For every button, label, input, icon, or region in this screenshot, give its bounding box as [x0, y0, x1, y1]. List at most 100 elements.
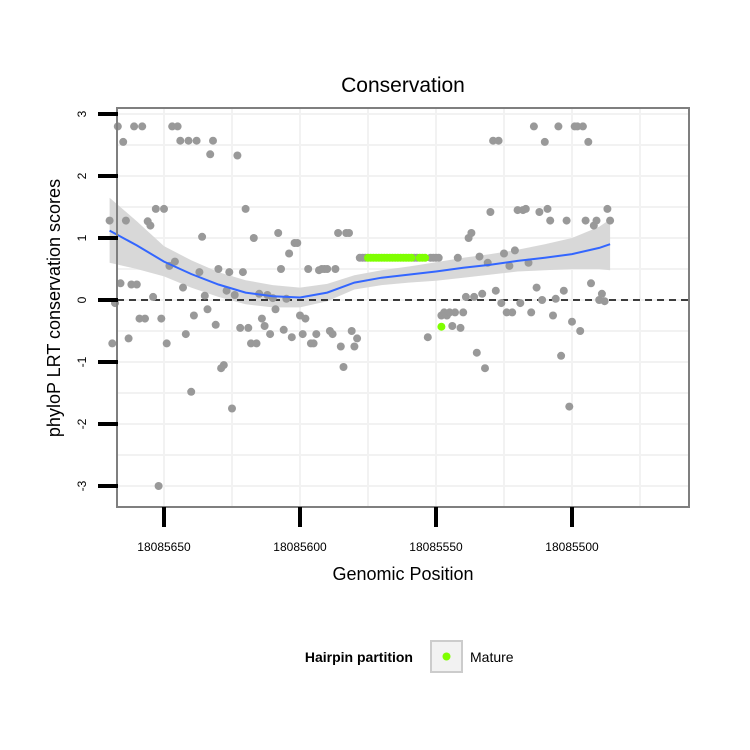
score-point — [472, 348, 481, 357]
x-tick-label: 18085500 — [545, 540, 599, 554]
score-point — [260, 322, 269, 330]
score-point — [461, 292, 470, 301]
score-point — [502, 308, 511, 317]
mature-point — [437, 322, 446, 331]
score-point — [236, 323, 245, 332]
score-point — [222, 286, 231, 295]
x-tick-label: 18085600 — [273, 540, 327, 554]
x-axis-label: Genomic Position — [332, 564, 473, 584]
score-point — [219, 361, 228, 370]
score-point — [309, 339, 318, 348]
score-point — [551, 294, 560, 303]
score-point — [559, 286, 568, 295]
score-point — [353, 334, 362, 343]
score-point — [138, 122, 147, 131]
x-axis: 18085650 18085600 18085550 18085500 — [137, 507, 599, 554]
score-point — [486, 208, 495, 216]
score-point — [587, 279, 595, 288]
score-point — [301, 314, 310, 323]
score-point — [173, 122, 182, 131]
score-point — [149, 292, 158, 301]
score-point — [470, 292, 479, 301]
score-point — [334, 229, 343, 237]
score-point — [298, 330, 307, 339]
score-point — [249, 234, 258, 242]
score-point — [538, 296, 547, 304]
score-point — [459, 308, 468, 317]
score-point — [124, 334, 133, 343]
score-point — [521, 204, 530, 213]
score-point — [549, 311, 557, 320]
score-point — [146, 221, 155, 230]
score-point — [257, 314, 266, 323]
score-point — [179, 283, 187, 292]
x-tick-label: 18085650 — [137, 540, 191, 554]
score-point — [274, 229, 283, 237]
score-point — [331, 265, 340, 273]
score-point — [279, 325, 288, 334]
score-point — [304, 265, 313, 273]
score-point — [516, 299, 525, 308]
score-point — [581, 216, 590, 225]
legend-title: Hairpin partition — [305, 649, 413, 665]
score-point — [562, 216, 571, 225]
y-tick-label: -1 — [75, 356, 89, 367]
y-tick-label: 3 — [75, 110, 89, 117]
y-tick-label: -2 — [75, 418, 89, 429]
score-point — [170, 257, 179, 266]
y-tick-label: 2 — [75, 172, 89, 179]
score-point — [181, 330, 190, 339]
legend-key-mature — [442, 652, 451, 661]
score-point — [238, 268, 247, 277]
score-point — [228, 404, 236, 413]
score-point — [529, 122, 538, 131]
score-point — [578, 122, 587, 131]
score-point — [162, 339, 171, 348]
score-point — [494, 136, 503, 145]
score-point — [451, 308, 459, 317]
score-point — [350, 342, 359, 351]
score-point — [203, 305, 212, 314]
score-point — [141, 314, 149, 323]
score-point — [266, 330, 275, 339]
confidence-band — [109, 197, 611, 308]
confidence-band-layer — [109, 197, 611, 308]
score-point — [271, 305, 280, 314]
score-point — [481, 364, 489, 373]
score-point — [600, 297, 609, 306]
score-point — [121, 216, 130, 225]
score-point — [135, 314, 144, 323]
score-point — [543, 204, 552, 213]
score-point — [244, 323, 253, 332]
score-point — [157, 314, 166, 323]
score-point — [195, 268, 204, 277]
score-point — [565, 402, 574, 411]
score-point — [233, 151, 242, 160]
score-point — [176, 136, 185, 145]
score-point — [132, 280, 141, 289]
score-point — [453, 253, 462, 262]
score-point — [532, 283, 541, 292]
score-point — [184, 136, 193, 145]
score-point — [108, 339, 117, 348]
score-point — [597, 289, 606, 298]
score-point — [554, 122, 563, 131]
score-point — [206, 150, 215, 159]
score-point — [293, 239, 302, 247]
score-point — [105, 216, 114, 225]
chart-title: Conservation — [341, 74, 465, 97]
mature-point — [407, 253, 416, 262]
y-tick-label: 1 — [75, 234, 89, 241]
score-point — [287, 333, 296, 342]
score-point — [500, 249, 508, 258]
score-point — [508, 308, 517, 317]
score-point — [592, 216, 601, 225]
score-point — [192, 136, 201, 145]
score-point — [277, 265, 285, 273]
score-point — [328, 330, 337, 339]
score-point — [423, 333, 432, 342]
score-point — [606, 216, 615, 225]
score-point — [339, 363, 348, 371]
panel-border — [116, 107, 690, 508]
